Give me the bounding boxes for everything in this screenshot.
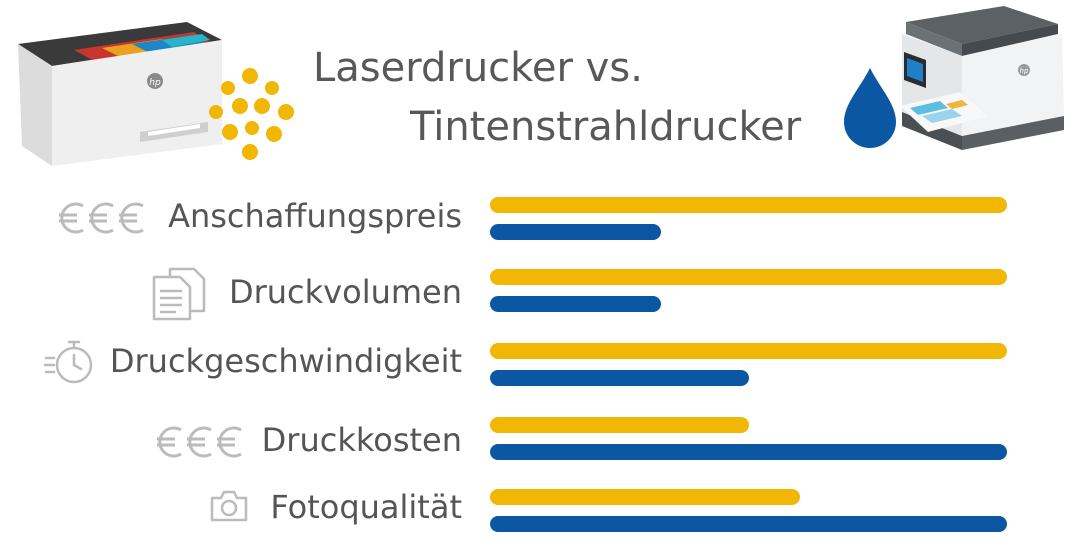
category-label: Druckkosten [261,421,462,459]
documents-icon [152,267,206,321]
euro-icon [157,426,242,458]
laser-bar [490,197,1007,213]
stopwatch-icon [44,340,93,384]
inkjet-bar [490,444,1007,460]
camera-icon [210,490,248,522]
laser-bar [490,417,749,433]
inkjet-bar [490,224,661,240]
chart-title-line-1: Laserdrucker vs. [313,45,643,91]
category-label: Druckvolumen [228,273,462,311]
inkjet-bar [490,296,661,312]
laser-printer-image: hp [18,22,222,166]
printer-logo: hp [1020,67,1029,75]
printer-logo: hp [149,78,161,88]
category-label: Anschaffungspreis [168,197,462,235]
inkjet-bar [490,516,1007,532]
category-label: Druckgeschwindigkeit [109,342,462,380]
laser-bar [490,489,800,505]
inkjet-printer-image: hp [900,6,1064,150]
toner-dots-icon [209,68,294,160]
laser-bar [490,269,1007,285]
ink-drop-icon [844,68,896,148]
chart-title-line-2: Tintenstrahldrucker [410,104,802,150]
euro-icon [59,202,144,234]
inkjet-bar [490,370,749,386]
category-label: Fotoqualität [270,488,462,526]
laser-bar [490,343,1007,359]
